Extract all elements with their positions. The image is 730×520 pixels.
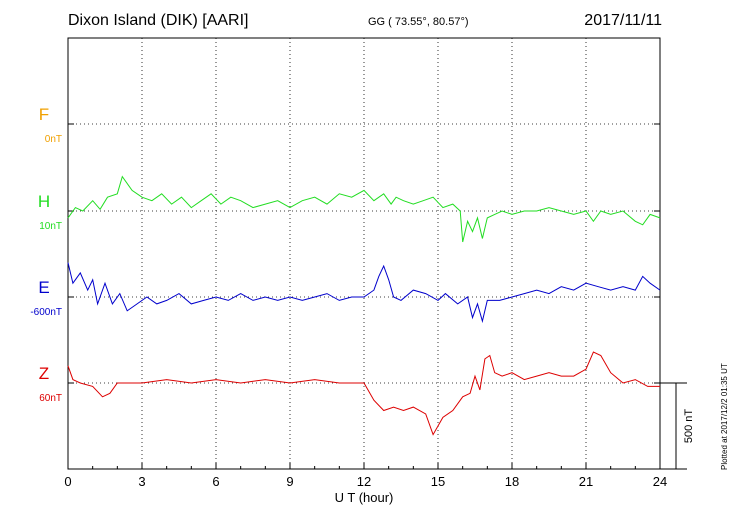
series-line-e: [67, 262, 661, 324]
series-baseline-e: -600nT: [30, 307, 62, 318]
series-label-z: Z: [39, 364, 49, 383]
series-line-h: [67, 175, 661, 243]
series-label-e: E: [38, 278, 49, 297]
geographic-coordinates: GG ( 73.55°, 80.57°): [368, 16, 469, 28]
x-tick-label: 15: [431, 474, 445, 489]
x-tick-label: 24: [653, 474, 667, 489]
series-baseline-f: 0nT: [45, 134, 62, 145]
x-tick-label: 6: [212, 474, 219, 489]
x-tick-label: 0: [64, 474, 71, 489]
x-tick-label: 12: [357, 474, 371, 489]
x-axis-label: U T (hour): [335, 490, 394, 505]
x-tick-label: 3: [138, 474, 145, 489]
series-baseline-h: 10nT: [39, 221, 62, 232]
scale-bar-label: 500 nT: [683, 409, 695, 444]
series-baseline-z: 60nT: [39, 393, 62, 404]
series-label-f: F: [39, 105, 49, 124]
x-tick-label: 21: [579, 474, 593, 489]
series-line-z: [67, 351, 660, 436]
station-title: Dixon Island (DIK) [AARI]: [68, 12, 249, 29]
series-label-h: H: [38, 192, 50, 211]
x-tick-label: 9: [286, 474, 293, 489]
date-label: 2017/11/11: [584, 12, 662, 29]
x-tick-label: 18: [505, 474, 519, 489]
